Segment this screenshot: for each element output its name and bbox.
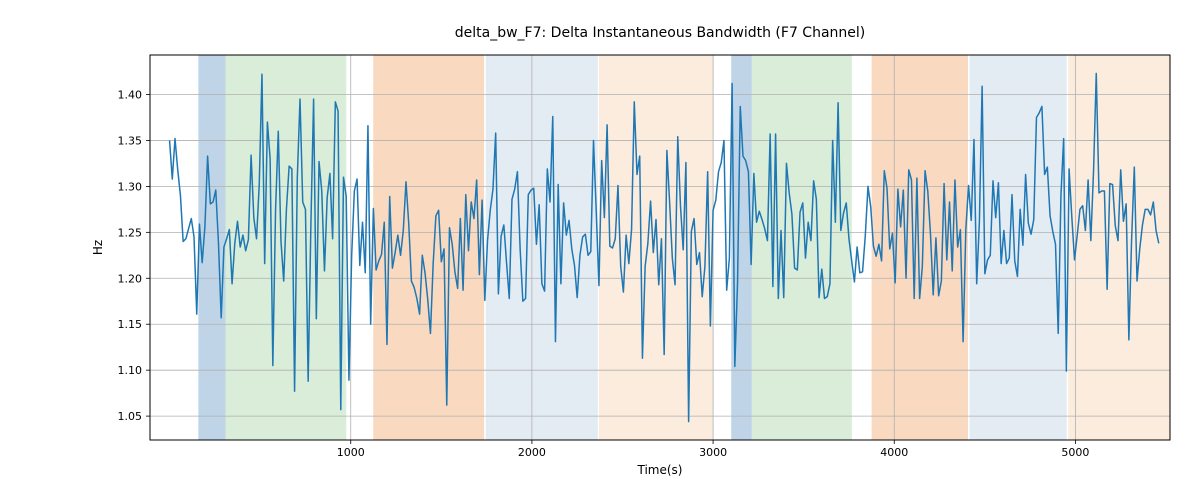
- band-2: [373, 55, 484, 440]
- line-chart: 1000 2000 3000 4000 5000 1.05 1.10 1.15 1.20 1.25…: [0, 0, 1200, 500]
- band-0: [198, 55, 225, 440]
- background-bands: [198, 55, 1170, 440]
- chart-title: delta_bw_F7: Delta Instantaneous Bandwid…: [455, 25, 866, 41]
- ytick-label: 1.05: [118, 410, 143, 423]
- x-axis-label: Time(s): [637, 463, 683, 477]
- ytick-label: 1.25: [118, 226, 143, 239]
- ytick-label: 1.10: [118, 364, 143, 377]
- xtick-label: 2000: [518, 446, 546, 459]
- ytick-label: 1.30: [118, 180, 143, 193]
- band-6: [752, 55, 852, 440]
- xtick-label: 4000: [880, 446, 908, 459]
- xtick-label: 3000: [699, 446, 727, 459]
- ytick-label: 1.20: [118, 272, 143, 285]
- ytick-label: 1.35: [118, 134, 143, 147]
- xtick-label: 5000: [1061, 446, 1089, 459]
- ytick-label: 1.40: [118, 89, 143, 102]
- xtick-label: 1000: [337, 446, 365, 459]
- band-9: [1068, 55, 1170, 440]
- y-axis-label: Hz: [91, 240, 105, 255]
- band-1: [226, 55, 347, 440]
- ytick-label: 1.15: [118, 318, 143, 331]
- chart-container: 1000 2000 3000 4000 5000 1.05 1.10 1.15 1.20 1.25…: [0, 0, 1200, 500]
